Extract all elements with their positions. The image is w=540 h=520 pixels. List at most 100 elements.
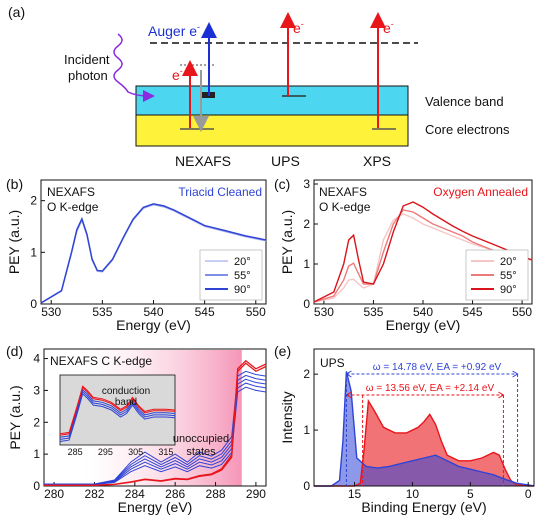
chart-e: 15 10 5 0 0 1 2 Binding Energy (eV) Intensity UPS… (279, 348, 535, 515)
inset-x-tick-label: 305 (128, 447, 143, 457)
x-tick-label: 5 (467, 487, 474, 501)
y-tick-label: 2 (303, 367, 310, 381)
valence-band-label: Valence band (425, 94, 504, 109)
valence-band-box (135, 85, 409, 116)
incident-label-line2: photon (68, 68, 108, 83)
panel-label-b: (b) (6, 176, 23, 192)
inset-x-tick-label: 315 (158, 447, 173, 457)
series-line-blue (44, 374, 267, 485)
nexafs-technique-label: NEXAFS (175, 153, 231, 169)
auger-label: Auger e- (148, 22, 200, 39)
x-tick-label: 0 (525, 487, 532, 501)
annotation-band: band (115, 397, 137, 408)
y-tick-label: 1 (303, 257, 310, 271)
series-line (313, 209, 533, 303)
x-tick-label: 280 (44, 487, 64, 501)
annotation-title: NEXAFS C K-edge (50, 354, 152, 368)
series-line (40, 203, 267, 304)
x-tick-label: 530 (41, 305, 61, 319)
x-tick-label: 10 (406, 487, 420, 501)
y-tick-label: 3 (303, 177, 310, 191)
series-line-blue (314, 371, 535, 487)
x-tick-label: 550 (512, 305, 532, 319)
series-line (313, 213, 533, 303)
annotation-sample: Oxygen Annealed (433, 185, 528, 199)
xps-technique-label: XPS (363, 153, 391, 169)
core-band-box (135, 114, 409, 147)
y-tick-label: 2 (33, 415, 40, 429)
inset-series-line (59, 385, 176, 435)
chart-b: 530 535 540 545 550 0 1 2 Energy (eV) PEY (a.u.) N… (6, 179, 267, 333)
panel-label-c: (c) (274, 176, 290, 192)
y-tick-label: 3 (33, 383, 40, 397)
x-tick-label: 545 (463, 305, 483, 319)
y-tick-label: 1 (303, 423, 310, 437)
x-tick-label: 282 (84, 487, 104, 501)
x-axis-label: Energy (eV) (386, 317, 461, 333)
inset-series-line (59, 390, 176, 440)
series-area-red (314, 401, 534, 486)
x-tick-label: 540 (413, 305, 433, 319)
x-tick-label: 15 (348, 487, 362, 501)
photon-wave-icon (113, 33, 155, 102)
series-line (313, 201, 533, 303)
x-axis-label: Energy (eV) (116, 317, 191, 333)
y-tick-label: 0 (303, 297, 310, 311)
series-line-red (44, 359, 267, 486)
annotation-ups: UPS (320, 356, 345, 370)
panel-label-d: (d) (6, 343, 23, 359)
x-tick-label: 530 (314, 305, 334, 319)
panel-a-schematic: (a) Valence band Core electrons Incident… (8, 4, 510, 169)
x-tick-label: 288 (206, 487, 226, 501)
legend-label: 90° (500, 284, 517, 296)
ups-electron-label: e- (293, 19, 304, 36)
x-tick-label: 535 (363, 305, 383, 319)
x-tick-label: 545 (195, 305, 215, 319)
nexafs-electron-label: e- (172, 66, 183, 83)
ups-technique-label: UPS (271, 153, 300, 169)
series-line-blue (44, 370, 267, 485)
legend-label: 20° (500, 256, 517, 268)
y-tick-label: 2 (30, 194, 37, 208)
y-tick-label: 0 (30, 297, 37, 311)
annotation-conduction: conduction (102, 386, 150, 397)
annotation-states: states (186, 446, 216, 458)
plot-frame (313, 348, 535, 487)
series-area-blue (314, 371, 534, 486)
y-tick-label: 0 (33, 479, 40, 493)
annotation-unoccupied: unoccupied (173, 433, 229, 445)
plot-frame (43, 348, 267, 487)
incident-label-line1: Incident (64, 52, 110, 67)
span-label: ω = 13.56 eV, EA = +2.14 eV (366, 383, 495, 394)
series-line-blue (44, 382, 267, 486)
inset-x-tick-label: 285 (68, 447, 83, 457)
y-axis-label: PEY (a.u.) (6, 210, 22, 274)
y-tick-label: 1 (33, 447, 40, 461)
x-axis-label: Energy (eV) (118, 499, 193, 515)
y-tick-label: 1 (30, 245, 37, 259)
inset-series-line (59, 388, 176, 438)
legend-label: 55° (234, 270, 251, 282)
series-line-red (314, 398, 534, 487)
series-line-blue (44, 386, 267, 486)
series-line-blue (44, 378, 267, 485)
annotation-edge: O K-edge (319, 200, 371, 214)
panel-label-a: (a) (8, 4, 25, 20)
y-axis-label: PEY (a.u.) (7, 385, 23, 449)
xps-electron-label: e- (383, 19, 394, 36)
annotation-edge: O K-edge (47, 200, 99, 214)
annotation-sample: Triacid Cleaned (178, 185, 262, 199)
inset-x-tick-label: 295 (98, 447, 113, 457)
x-tick-label: 535 (92, 305, 112, 319)
x-tick-label: 540 (143, 305, 163, 319)
annotation-nexafs: NEXAFS (47, 185, 95, 199)
inset-series-line (59, 392, 176, 442)
panel-label-e: (e) (274, 343, 291, 359)
legend-label: 90° (234, 284, 251, 296)
legend-label: 20° (234, 256, 251, 268)
x-tick-label: 286 (165, 487, 185, 501)
y-tick-label: 0 (303, 479, 310, 493)
x-tick-label: 550 (246, 305, 266, 319)
span-label: ω = 14.78 eV, EA = +0.92 eV (373, 362, 502, 373)
